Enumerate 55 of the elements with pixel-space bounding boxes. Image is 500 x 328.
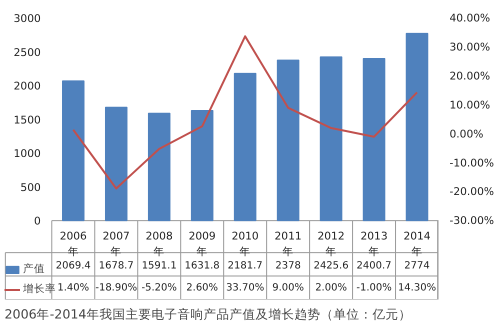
y2-tick-label: -30.00% — [450, 214, 494, 228]
bar — [104, 106, 128, 222]
data-label: 1631.8 — [184, 260, 220, 272]
x-tick-label: 2010年 — [232, 230, 259, 258]
data-label: 2181.7 — [228, 260, 263, 272]
legend-label: 增长率 — [23, 281, 56, 297]
bar — [362, 58, 386, 222]
data-label: 9.00% — [272, 282, 304, 294]
bar — [320, 56, 342, 222]
y-tick-label: 2000 — [14, 80, 41, 93]
data-label: 14.30% — [398, 282, 436, 294]
data-label: 1678.7 — [98, 260, 134, 272]
y-tick-label: 2500 — [14, 46, 41, 59]
y2-tick-label: 40.00% — [450, 12, 490, 25]
data-label: -5.20% — [142, 282, 177, 294]
x-tick-label: 2011年 — [274, 230, 302, 258]
y-tick-label: 3000 — [14, 12, 41, 26]
x-tick-label: 2006年 — [60, 230, 88, 258]
data-label: 2.60% — [186, 282, 218, 294]
x-tick-label: 2013年 — [360, 230, 388, 258]
bar — [276, 60, 300, 222]
data-label: 1591.1 — [142, 260, 177, 272]
data-label: 33.70% — [226, 282, 264, 294]
y2-tick-label: 0.00% — [450, 127, 484, 140]
x-tick-label: 2008年 — [146, 230, 173, 258]
data-label: 2378 — [275, 260, 301, 272]
x-tick-label: 2009年 — [188, 230, 216, 258]
bar — [406, 32, 428, 222]
y-tick-label: 1500 — [14, 113, 41, 126]
data-label: 2425.6 — [314, 260, 349, 272]
data-label: 2400.7 — [356, 260, 392, 272]
x-tick-label: 2012年 — [318, 230, 345, 258]
bar — [62, 80, 84, 222]
data-label: 2.00% — [315, 282, 347, 294]
y2-tick-label: -10.00% — [450, 156, 494, 170]
x-tick-label: 2014年 — [403, 230, 431, 258]
data-label: -18.90% — [95, 282, 138, 294]
line-series — [72, 35, 418, 190]
bar — [148, 112, 170, 222]
y2-tick-label: 30.00% — [450, 40, 490, 54]
data-label: 2774 — [404, 260, 430, 272]
y-tick-label: 1000 — [14, 147, 41, 160]
bar — [190, 110, 214, 222]
data-label: -1.00% — [356, 282, 392, 294]
data-label: 1.40% — [57, 282, 90, 294]
y2-tick-label: -20.00% — [450, 185, 494, 198]
y2-tick-label: 20.00% — [450, 69, 490, 82]
data-label: 2069.4 — [56, 260, 91, 272]
x-tick-label: 2007年 — [102, 230, 130, 258]
y-tick-label: 500 — [20, 180, 41, 194]
bar — [234, 72, 256, 222]
legend-label: 产值 — [23, 261, 45, 277]
y2-tick-label: 10.00% — [450, 98, 490, 112]
text: 2006年-2014年我国主要电子音响产品产值及增长趋势（单位：亿元） — [4, 306, 412, 322]
y-tick-label: 0 — [34, 214, 41, 228]
